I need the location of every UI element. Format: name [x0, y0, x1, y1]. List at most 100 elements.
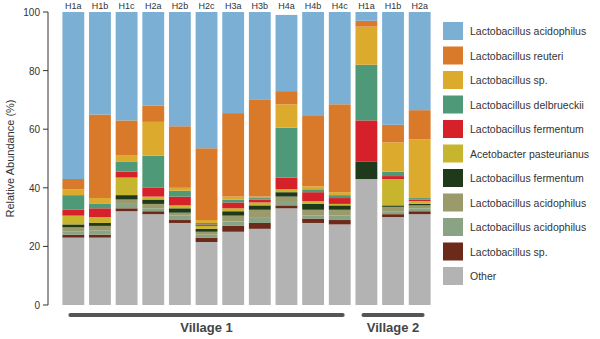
- y-tick: [43, 246, 48, 247]
- bar-segment: [222, 216, 244, 222]
- bar-segment: [142, 12, 164, 106]
- bar-segment: [382, 217, 404, 305]
- y-tick: [43, 12, 48, 13]
- bar-segment: [302, 210, 324, 216]
- bar-segment: [222, 200, 244, 203]
- bar-segment: [302, 192, 324, 201]
- bar-segment: [142, 200, 164, 204]
- bar-segment: [62, 235, 84, 238]
- bar-segment: [142, 204, 164, 208]
- legend-swatch: [443, 71, 463, 89]
- bar-segment: [302, 216, 324, 219]
- legend-label: Lactobacillus fermentum: [470, 172, 584, 184]
- bar-segment: [276, 91, 298, 104]
- bar-segment: [355, 65, 377, 121]
- bar-segment: [62, 189, 84, 195]
- bar-segment: [329, 204, 351, 205]
- bar-segment: [89, 223, 111, 226]
- bar-segment: [249, 200, 271, 203]
- bar-segment: [222, 232, 244, 305]
- x-tick-label: H4b: [305, 1, 322, 11]
- bar-segment: [302, 219, 324, 223]
- bar-segment: [196, 229, 218, 232]
- bar-segment: [329, 104, 351, 192]
- x-tick-label: H1a: [65, 1, 82, 11]
- bar-segment: [222, 208, 244, 211]
- x-tick-label: H4c: [332, 1, 349, 11]
- bar-segment: [196, 220, 218, 223]
- bar-segment: [382, 205, 404, 206]
- legend-swatch: [443, 243, 463, 261]
- bar-segment: [89, 235, 111, 238]
- bar-segment: [116, 200, 138, 204]
- y-axis-label: Relative Abundance (%): [4, 99, 16, 217]
- bar-segment: [169, 205, 191, 208]
- bar-segment: [89, 238, 111, 305]
- bar-segment: [222, 226, 244, 232]
- bar-segment: [196, 12, 218, 148]
- x-tick-label: H2a: [411, 1, 428, 11]
- bar-segment: [222, 12, 244, 113]
- bar-segment: [382, 142, 404, 171]
- bars: [62, 12, 430, 305]
- bar-segment: [382, 207, 404, 211]
- bar-segment: [169, 216, 191, 220]
- bar-segment: [382, 211, 404, 214]
- x-tick-label: H1b: [385, 1, 402, 11]
- bar-segment: [302, 201, 324, 204]
- bar-segment: [62, 216, 84, 225]
- bar-segment: [355, 179, 377, 305]
- y-axis-line: [48, 12, 49, 305]
- x-tick-label: H2b: [172, 1, 189, 11]
- bar-segment: [222, 211, 244, 215]
- bar-segment: [276, 197, 298, 201]
- bar-segment: [222, 113, 244, 197]
- bar-segment: [116, 208, 138, 211]
- bar-segment: [409, 208, 431, 211]
- bar-segment: [276, 205, 298, 208]
- y-tick: [43, 129, 48, 130]
- bar-segment: [169, 12, 191, 126]
- bar-segment: [409, 211, 431, 214]
- x-tick-label: H1c: [119, 1, 136, 11]
- bar-segment: [89, 198, 111, 204]
- y-tick-label: 0: [34, 300, 40, 311]
- bar-segment: [116, 156, 138, 162]
- y-tick: [43, 187, 48, 188]
- bar-segment: [116, 211, 138, 305]
- legend-swatch: [443, 194, 463, 212]
- y-tick-label: 40: [29, 183, 41, 194]
- bar-segment: [302, 12, 324, 116]
- bar-segment: [169, 223, 191, 305]
- legend-label: Lactobacillus acidophilus: [470, 221, 586, 233]
- bar-segment: [116, 195, 138, 199]
- bar-segment: [169, 213, 191, 216]
- group-label: Village 1: [180, 320, 233, 335]
- bar-segment: [249, 202, 271, 205]
- bar-segment: [409, 139, 431, 198]
- bar-segment: [355, 27, 377, 65]
- bar-segment: [169, 126, 191, 188]
- bar-segment: [409, 204, 431, 205]
- bar-segment: [329, 192, 351, 195]
- bar-segment: [382, 179, 404, 205]
- legend-label: Lactobacillus fermentum: [470, 123, 584, 135]
- bar-segment: [89, 208, 111, 217]
- bar-segment: [222, 202, 244, 208]
- bar-segment: [276, 192, 298, 196]
- bar-segment: [329, 195, 351, 198]
- bar-segment: [302, 186, 324, 189]
- bar-segment: [355, 161, 377, 179]
- bar-segment: [116, 120, 138, 155]
- bar-segment: [196, 235, 218, 238]
- y-tick: [43, 70, 48, 71]
- bar-segment: [222, 197, 244, 200]
- bar-segment: [409, 198, 431, 199]
- legend-swatch: [443, 169, 463, 187]
- bar-segment: [276, 178, 298, 190]
- bar-segment: [62, 224, 84, 227]
- bar-segment: [329, 220, 351, 224]
- legend-swatch: [443, 22, 463, 40]
- bar-segment: [249, 210, 271, 217]
- bar-segment: [89, 204, 111, 208]
